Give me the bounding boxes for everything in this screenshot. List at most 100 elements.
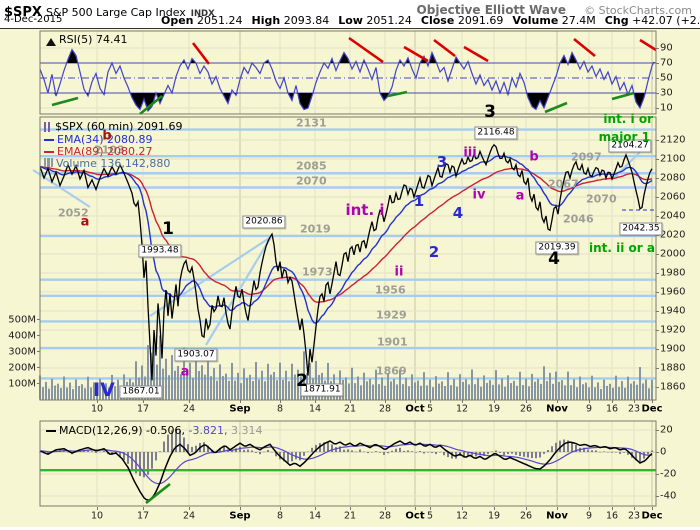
price-axis-label: 2000 bbox=[660, 248, 686, 260]
date-axis-tick bbox=[350, 507, 351, 510]
price-axis-label: 1880 bbox=[660, 362, 686, 374]
panel-border bbox=[39, 116, 657, 401]
panel-border bbox=[39, 420, 657, 507]
volume-bar bbox=[456, 386, 458, 400]
date-axis-label: 5 bbox=[426, 510, 434, 522]
macd-legend-name: MACD(12,26,9) bbox=[59, 424, 143, 437]
macd-histogram-bar bbox=[295, 452, 297, 460]
volume-axis-label: 300M bbox=[8, 346, 36, 357]
date-axis-label: Oct bbox=[405, 403, 425, 415]
date-axis-tick bbox=[240, 507, 241, 510]
macd-histogram-bar bbox=[195, 445, 197, 452]
volume-bar bbox=[99, 378, 101, 400]
date-axis-label: 24 bbox=[182, 403, 196, 415]
date-axis-label: 8 bbox=[276, 510, 284, 522]
volume-bar bbox=[645, 379, 647, 400]
macd-histogram-bar bbox=[391, 450, 393, 452]
date-axis-tick bbox=[557, 507, 558, 510]
price-callout: 1993.48 bbox=[138, 244, 182, 258]
macd-histogram-bar bbox=[255, 452, 257, 453]
volume-bar bbox=[504, 386, 506, 400]
quote-field-label: Open bbox=[161, 14, 194, 27]
volume-bar bbox=[384, 385, 386, 400]
volume-bar bbox=[72, 389, 74, 400]
date-axis-label: 21 bbox=[343, 403, 357, 415]
volume-bar bbox=[480, 386, 482, 400]
volume-bar bbox=[159, 335, 161, 400]
date-axis-tick bbox=[315, 400, 316, 403]
quote-field-label: Close bbox=[420, 14, 455, 27]
volume-bar bbox=[552, 383, 554, 400]
rsi-legend: RSI(5) 74.41 bbox=[46, 33, 127, 46]
macd-line-icon bbox=[46, 430, 56, 432]
quote-field-value: 27.4M bbox=[558, 14, 596, 27]
macd-histogram-bar bbox=[611, 452, 613, 453]
volume-bar bbox=[258, 379, 260, 400]
volume-bar bbox=[501, 378, 503, 400]
macd-histogram-bar bbox=[595, 450, 597, 452]
macd-histogram-bar bbox=[319, 443, 321, 452]
macd-histogram-bar bbox=[359, 449, 361, 452]
wave-label: iv bbox=[472, 187, 486, 203]
volume-bar bbox=[189, 362, 191, 400]
volume-bar bbox=[255, 362, 257, 400]
volume-bar bbox=[627, 376, 629, 400]
volume-bar bbox=[528, 386, 530, 400]
volume-bar bbox=[228, 380, 230, 400]
wave-label: int. i bbox=[345, 201, 385, 219]
macd-histogram-bar bbox=[399, 447, 401, 452]
stockcharts-link[interactable]: © StockCharts.com bbox=[584, 4, 692, 17]
volume-bar bbox=[651, 379, 653, 400]
volume-bar bbox=[525, 378, 527, 400]
price-axis-tick bbox=[656, 158, 659, 160]
volume-bar bbox=[396, 384, 398, 400]
date-axis-label: 9 bbox=[585, 510, 593, 522]
rsi-axis-tick bbox=[656, 107, 659, 109]
macd-histogram-bar bbox=[239, 446, 241, 452]
volume-bar bbox=[177, 366, 179, 400]
volume-bar bbox=[303, 351, 305, 400]
rsi-bearish-trendline bbox=[403, 45, 429, 63]
wave-label: 3 bbox=[484, 102, 496, 122]
volume-bar bbox=[63, 376, 65, 400]
wave-label: IV bbox=[93, 379, 115, 401]
macd-histogram-bar bbox=[331, 444, 333, 452]
volume-bar bbox=[243, 368, 245, 400]
macd-histogram-bar bbox=[271, 452, 273, 453]
macd-histogram-bar bbox=[603, 451, 605, 452]
date-axis-label: 17 bbox=[136, 403, 150, 415]
price-axis-label: 1860 bbox=[660, 381, 686, 393]
macd-histogram-bar bbox=[119, 452, 121, 457]
volume-bar bbox=[87, 376, 89, 400]
price-callout: 2042.35 bbox=[619, 222, 663, 236]
macd-histogram-bar bbox=[175, 429, 177, 452]
macd-histogram-bar bbox=[67, 452, 69, 453]
date-axis-tick bbox=[143, 507, 144, 510]
price-axis-tick bbox=[656, 272, 659, 274]
chart-header: $SPX S&P 500 Large Cap Index INDX Objectiv… bbox=[0, 0, 700, 29]
volume-bar bbox=[219, 364, 221, 400]
wave-label: 2 bbox=[428, 243, 440, 261]
price-level-label: 1956 bbox=[375, 283, 406, 297]
date-axis-label: 21 bbox=[343, 510, 357, 522]
date-axis-tick bbox=[240, 400, 241, 403]
price-level-label: 2097 bbox=[571, 150, 602, 164]
macd-histogram-bar bbox=[355, 451, 357, 453]
volume-bar bbox=[543, 366, 545, 400]
macd-histogram-bar bbox=[591, 450, 593, 452]
volume-bar bbox=[375, 369, 377, 400]
macd-histogram-bar bbox=[567, 440, 569, 452]
volume-bar bbox=[153, 346, 155, 400]
macd-histogram-bar bbox=[571, 442, 573, 452]
volume-bar bbox=[492, 384, 494, 400]
price-axis-label: 2080 bbox=[660, 172, 686, 184]
macd-histogram-bar bbox=[643, 452, 645, 459]
volume-bar bbox=[429, 379, 431, 400]
macd-histogram-bar bbox=[575, 445, 577, 452]
date-axis-tick bbox=[385, 400, 386, 403]
date-axis-tick bbox=[430, 507, 431, 510]
macd-histogram-bar bbox=[207, 445, 209, 452]
date-axis-tick bbox=[315, 507, 316, 510]
